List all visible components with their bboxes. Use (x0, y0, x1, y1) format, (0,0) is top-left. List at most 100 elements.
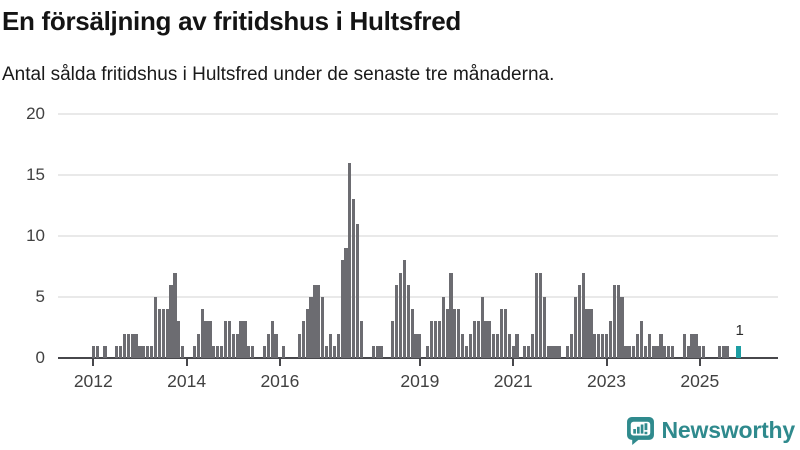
bar (461, 333, 465, 358)
bar (686, 345, 690, 358)
bar (717, 345, 721, 358)
y-axis-label-20: 20 (26, 104, 45, 123)
bar (122, 333, 126, 358)
bar (604, 333, 609, 358)
bar (589, 309, 593, 358)
bar (204, 321, 208, 358)
bar (243, 321, 247, 358)
x-tick-2012 (92, 359, 95, 366)
bar (142, 345, 146, 358)
bar (138, 345, 142, 358)
bar (550, 345, 554, 358)
bar (636, 333, 640, 358)
bar (103, 345, 107, 358)
x-axis-label-2023: 2023 (587, 371, 626, 391)
bar (313, 284, 317, 358)
bar (546, 345, 550, 358)
bar (608, 321, 612, 358)
bar (223, 321, 228, 358)
bar (359, 321, 364, 358)
bar (593, 333, 597, 358)
bar (620, 297, 624, 358)
bar (663, 345, 667, 358)
x-axis-label-2025: 2025 (680, 371, 720, 391)
bar (702, 345, 706, 358)
bar (511, 345, 515, 358)
bar (581, 272, 585, 358)
bar (515, 333, 519, 358)
gridline-y-15 (58, 174, 778, 176)
bar (616, 284, 620, 358)
bar (220, 345, 224, 358)
bar (480, 297, 484, 358)
bar (332, 345, 336, 358)
bar (585, 309, 589, 358)
newsworthy-icon (626, 416, 654, 445)
bar (146, 345, 150, 358)
x-axis-label-2021: 2021 (493, 371, 533, 391)
bar (457, 309, 461, 358)
gridline-y-5 (58, 296, 778, 298)
bar (464, 345, 469, 358)
x-tick-2021 (512, 359, 515, 366)
bar (394, 284, 399, 358)
bar (165, 309, 169, 358)
bar (91, 345, 95, 358)
bar (398, 272, 403, 358)
bar (725, 345, 729, 358)
newsworthy-wordmark: Newsworthy (661, 416, 796, 443)
bar (216, 345, 220, 358)
bar (115, 345, 119, 358)
bar (437, 321, 441, 358)
bar (426, 345, 430, 358)
bar (402, 260, 406, 358)
bar (671, 345, 675, 358)
bar (134, 333, 138, 358)
bar (169, 284, 173, 358)
bar (173, 272, 177, 358)
bar (632, 345, 636, 358)
bar (659, 333, 663, 358)
bar (118, 345, 123, 358)
bar (274, 333, 278, 358)
bar (328, 333, 333, 358)
bar (554, 345, 558, 358)
bar (157, 309, 161, 358)
bar (297, 333, 301, 358)
x-tick-2019 (418, 359, 421, 366)
bar (208, 321, 212, 358)
bar (181, 345, 185, 358)
bar (410, 309, 414, 358)
bar (192, 345, 196, 358)
bar (484, 321, 488, 358)
bar (690, 333, 694, 358)
bar (340, 260, 344, 358)
bar (352, 199, 356, 358)
bar (433, 321, 438, 358)
bar (317, 284, 321, 358)
x-tick-2025 (698, 359, 701, 366)
x-axis-label-2012: 2012 (73, 371, 113, 391)
bar (694, 333, 698, 358)
bar (161, 309, 165, 358)
bar (573, 297, 577, 358)
bar (414, 333, 418, 358)
bar (227, 321, 231, 358)
bar (231, 333, 235, 358)
bar (371, 345, 375, 358)
bar (356, 223, 360, 358)
bar (721, 345, 725, 358)
bar (628, 345, 632, 358)
bar (624, 345, 628, 358)
bar (429, 321, 434, 358)
bar (126, 333, 130, 358)
bar (406, 284, 410, 358)
bar (651, 345, 655, 358)
bar (476, 321, 480, 358)
bar (344, 248, 348, 358)
x-axis-label-2014: 2014 (167, 371, 207, 391)
bar (597, 333, 601, 358)
bar (507, 333, 511, 358)
x-tick-2014 (185, 359, 188, 366)
bar (496, 333, 500, 358)
